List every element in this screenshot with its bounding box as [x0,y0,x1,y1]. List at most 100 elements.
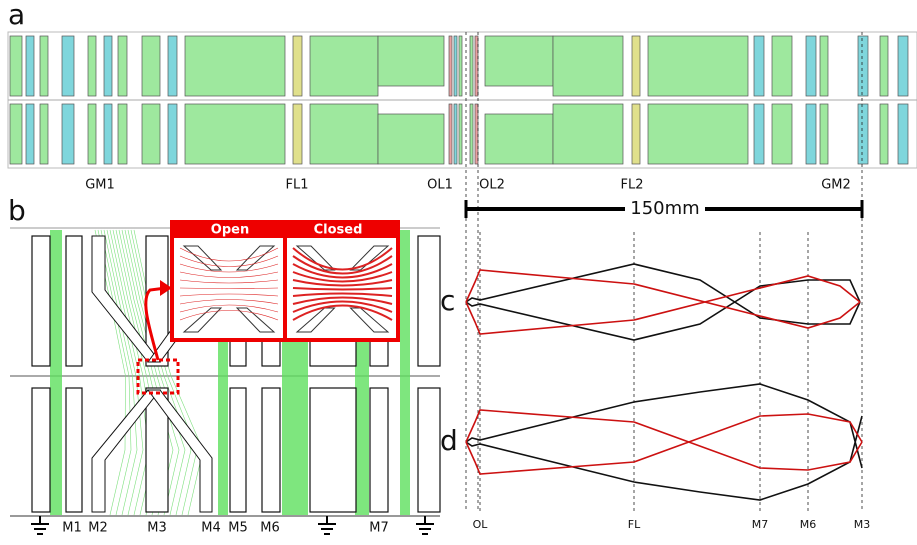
beam [400,230,410,515]
electrode-label: M7 [369,521,389,536]
electrode [553,104,623,164]
electrode-label: M1 [62,521,82,536]
electrode [880,104,888,164]
ground [318,516,336,534]
inset-title: Closed [314,223,363,238]
panel-label: b [8,194,26,227]
electrode [632,36,640,96]
electrode-label: M2 [88,521,108,536]
electrode [378,114,444,164]
electrode [475,36,478,96]
position-label: M3 [854,518,871,531]
position-label: M6 [800,518,817,531]
electrode [459,104,462,164]
electrode [898,104,908,164]
ray-envelope [466,264,860,340]
electrode [104,104,112,164]
electrode [26,36,34,96]
electrode [806,36,816,96]
scale-label: 150mm [630,198,699,219]
electrode [880,36,888,96]
electrode [40,36,48,96]
component-label: OL1 [427,178,453,193]
electrode [88,36,96,96]
electrode [632,104,640,164]
electrode [118,36,127,96]
electrode [40,104,48,164]
component-label: GM1 [85,178,115,193]
electrode [475,104,478,164]
electrode-label: M5 [228,521,248,536]
electrode [470,104,473,164]
electrode [262,388,280,512]
panel-label: d [440,424,458,457]
electrode [142,104,160,164]
electrode [26,104,34,164]
electrode [88,104,96,164]
electrode [754,36,764,96]
electrode [66,388,82,512]
electrode [185,36,285,96]
electrode [32,236,50,366]
position-label: FL [628,518,641,531]
electrode [820,104,828,164]
electrode [820,36,828,96]
electrode-label: M6 [260,521,280,536]
electrode [168,36,177,96]
electrode-label: M4 [201,521,221,536]
electrode [62,104,74,164]
position-label: M7 [752,518,769,531]
electrode [754,104,764,164]
electrode [118,104,127,164]
electrode-label: M3 [147,521,167,536]
ground [31,516,49,534]
electrode [10,36,22,96]
component-label: OL2 [479,178,505,193]
component-label: FL2 [621,178,644,193]
electrode [310,104,378,164]
electrode [449,104,452,164]
electrode [470,36,473,96]
electrode [449,36,452,96]
component-label: GM2 [821,178,851,193]
electrode [62,36,74,96]
ray-envelope [466,384,862,500]
electrode [648,104,748,164]
electrode [459,36,462,96]
electrode [858,36,868,96]
electrode [485,36,553,86]
electrode [772,104,792,164]
electrode [230,388,246,512]
electrode [293,36,302,96]
electrode [418,236,440,366]
electrode [185,104,285,164]
electrode [10,104,22,164]
ray-envelope [466,410,862,474]
electrode [772,36,792,96]
electrode [142,36,160,96]
electrode [310,388,356,512]
electrode [66,236,82,366]
figure: a b c d GM1 FL1 OL1 OL2 FL2 GM2 150mm Open Close… [0,0,917,541]
position-label: OL [473,518,489,531]
electrode [168,104,177,164]
electrode [648,36,748,96]
electrode [454,36,457,96]
ray-envelope [466,270,860,334]
electrode [104,36,112,96]
electrode [418,388,440,512]
electrode [858,104,868,164]
electrode [378,36,444,86]
panel-label: c [440,284,455,317]
electrode [310,36,378,96]
component-label: FL1 [286,178,309,193]
electrode [32,388,50,512]
inset-title: Open [211,223,249,238]
panel-label: a [8,0,25,31]
electrode [293,104,302,164]
electrode [806,104,816,164]
electrode [454,104,457,164]
beam [50,230,62,515]
electrode [898,36,908,96]
ground [416,516,434,534]
